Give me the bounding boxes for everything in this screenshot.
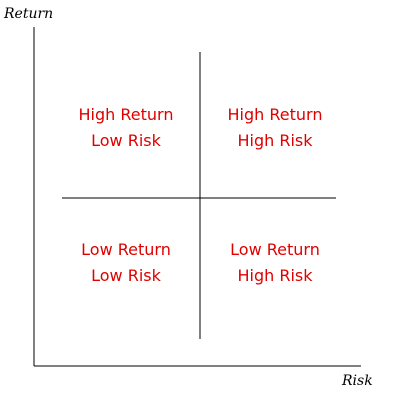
quadrant-risk-text: High Risk [237,266,313,285]
quadrant-bottom-right: Low Return High Risk [210,237,340,289]
quadrant-bottom-left: Low Return Low Risk [61,237,191,289]
x-axis-label: Risk [342,373,373,389]
quadrant-return-text: High Return [227,105,323,124]
quadrant-return-text: Low Return [81,240,171,259]
quadrant-top-right: High Return High Risk [210,102,340,154]
quadrant-top-left: High Return Low Risk [61,102,191,154]
quadrant-return-text: High Return [78,105,174,124]
quadrant-risk-text: Low Risk [91,131,161,150]
quadrant-risk-text: Low Risk [91,266,161,285]
y-axis-label: Return [4,6,54,22]
quadrant-return-text: Low Return [230,240,320,259]
quadrant-risk-text: High Risk [237,131,313,150]
